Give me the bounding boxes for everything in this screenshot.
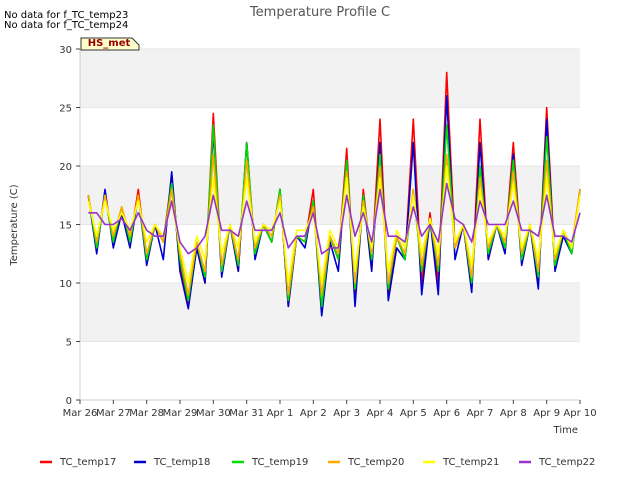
- x-tick-label: Apr 10: [563, 408, 596, 419]
- no-data-note-1: No data for f_TC_temp23: [4, 10, 128, 21]
- y-tick-label: 0: [66, 396, 72, 407]
- x-tick-label: Mar 28: [129, 408, 164, 419]
- grid-band: [80, 283, 580, 342]
- legend-label: TC_temp20: [347, 457, 404, 468]
- x-tick-label: Apr 8: [500, 408, 527, 419]
- hs-met-badge: HS_met: [80, 37, 140, 51]
- y-tick-label: 15: [59, 221, 72, 232]
- y-axis-label: Temperature (C): [9, 184, 20, 266]
- x-axis-label: Time: [553, 425, 578, 436]
- x-tick-label: Apr 3: [333, 408, 360, 419]
- x-tick-label: Mar 30: [196, 408, 231, 419]
- x-tick-label: Apr 9: [533, 408, 560, 419]
- grid-band: [80, 166, 580, 225]
- x-tick-label: Mar 29: [163, 408, 198, 419]
- chart-title: Temperature Profile C: [249, 5, 390, 20]
- legend-label: TC_temp19: [251, 457, 308, 468]
- x-tick-label: Mar 27: [96, 408, 131, 419]
- y-tick-label: 25: [59, 104, 72, 115]
- no-data-note-2: No data for f_TC_temp24: [4, 20, 128, 31]
- legend-label: TC_temp22: [538, 457, 595, 468]
- hs-met-badge-label: HS_met: [88, 38, 131, 49]
- legend-label: TC_temp18: [153, 457, 210, 468]
- x-tick-label: Apr 1: [267, 408, 294, 419]
- y-tick-label: 5: [66, 338, 72, 349]
- series-line-TC_temp22: [88, 182, 581, 255]
- grid-band: [80, 49, 580, 108]
- legend-label: TC_temp21: [442, 457, 499, 468]
- x-tick-label: Mar 31: [229, 408, 264, 419]
- y-tick-label: 30: [59, 45, 72, 56]
- x-tick-label: Apr 6: [433, 408, 460, 419]
- y-tick-label: 10: [59, 279, 72, 290]
- x-tick-label: Apr 4: [367, 408, 394, 419]
- x-tick-label: Apr 2: [300, 408, 327, 419]
- y-tick-label: 20: [59, 162, 72, 173]
- legend-label: TC_temp17: [59, 457, 116, 468]
- x-tick-label: Apr 7: [467, 408, 494, 419]
- series-lines: [87, 71, 581, 317]
- x-tick-label: Mar 26: [63, 408, 98, 419]
- x-tick-label: Apr 5: [400, 408, 427, 419]
- legend: TC_temp17 TC_temp18 TC_temp19 TC_temp20 TC_t…: [40, 457, 595, 468]
